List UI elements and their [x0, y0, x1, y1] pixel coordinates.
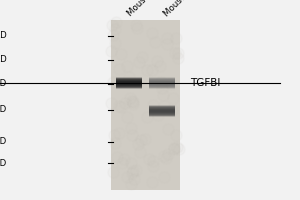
Text: 55KD: 55KD	[0, 106, 7, 114]
Text: 100KD: 100KD	[0, 55, 7, 64]
Bar	[111, 20, 180, 190]
Text: 70KD: 70KD	[0, 79, 7, 88]
Text: 35KD: 35KD	[0, 158, 7, 168]
Text: Mouse liver: Mouse liver	[162, 0, 203, 18]
Text: 130KD: 130KD	[0, 31, 7, 40]
Text: TGFBI: TGFBI	[190, 78, 221, 88]
Text: 40KD: 40KD	[0, 138, 7, 146]
Text: Mouse lung: Mouse lung	[126, 0, 167, 18]
